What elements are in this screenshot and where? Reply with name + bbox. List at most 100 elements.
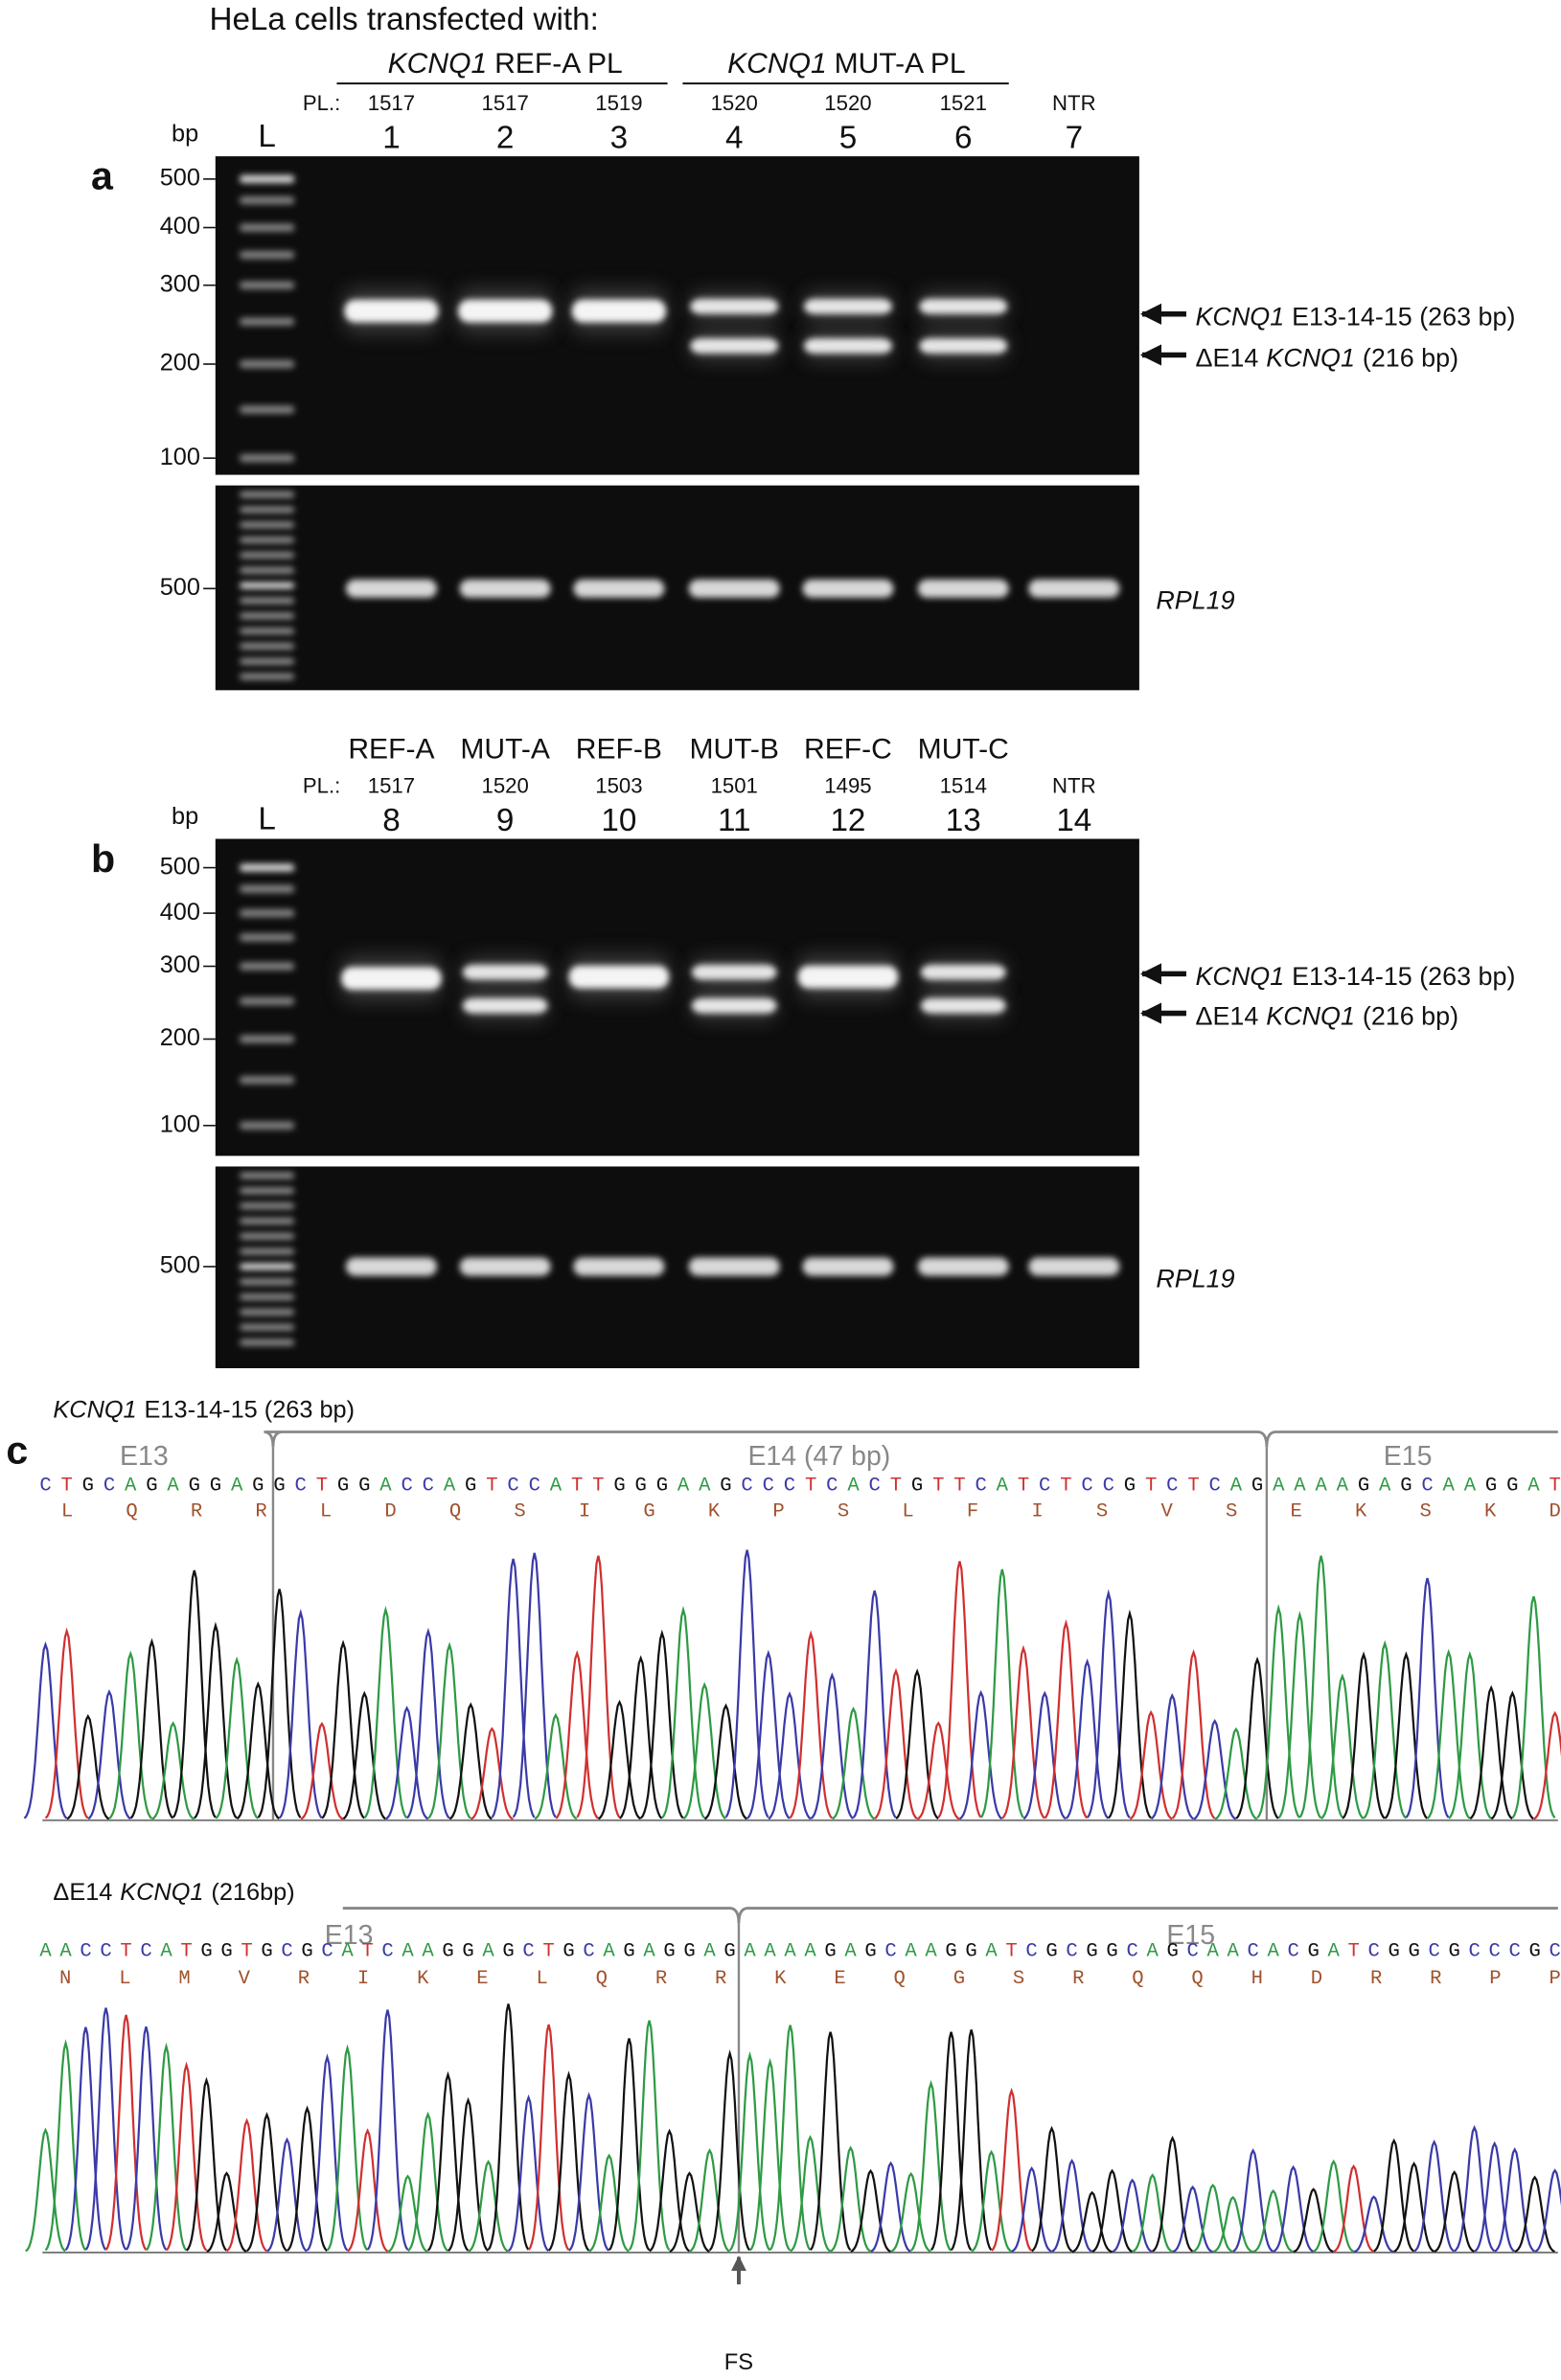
nucleotide: C bbox=[401, 1475, 412, 1497]
amino-acid: S bbox=[838, 1500, 849, 1522]
band bbox=[571, 299, 666, 323]
bp-tick-label: 400 bbox=[160, 213, 200, 240]
trace-peak bbox=[1384, 1651, 1429, 1819]
pl-label: PL.: bbox=[303, 91, 340, 115]
band-label-suffix: E13-14-15 (263 bp) bbox=[1292, 303, 1515, 332]
nucleotide: G bbox=[1124, 1475, 1136, 1497]
trace-peak bbox=[1212, 2195, 1253, 2254]
band bbox=[344, 299, 439, 323]
nucleotide: A bbox=[1267, 1940, 1279, 1962]
trace-peak bbox=[125, 2025, 168, 2251]
nucleotide: G bbox=[1307, 1940, 1319, 1962]
nucleotide: C bbox=[1103, 1475, 1114, 1497]
ladder-band bbox=[240, 281, 295, 289]
amino-acid: E bbox=[834, 1968, 845, 1990]
nucleotide: T bbox=[953, 1475, 965, 1497]
band-label-gene: KCNQ1 bbox=[1195, 303, 1284, 332]
ladder-band bbox=[240, 1202, 295, 1209]
trace-peak bbox=[809, 2031, 852, 2252]
nucleotide: G bbox=[189, 1475, 200, 1497]
trace-peak bbox=[1108, 1609, 1152, 1819]
nucleotide: G bbox=[1045, 1940, 1057, 1962]
nucleotide: C bbox=[529, 1475, 540, 1497]
nucleotide: G bbox=[502, 1940, 514, 1962]
trace-peak bbox=[487, 2003, 530, 2251]
nucleotide: C bbox=[1247, 1940, 1258, 1962]
trace-peak bbox=[789, 1630, 834, 1819]
ladder-band bbox=[240, 1076, 295, 1085]
nucleotide: A bbox=[744, 1940, 756, 1962]
nucleotide: A bbox=[1327, 1940, 1340, 1962]
nucleotide: C bbox=[1186, 1940, 1198, 1962]
amino-acid: R bbox=[298, 1968, 310, 1990]
trace-peak bbox=[979, 1568, 1024, 1819]
trace-peak bbox=[1490, 1690, 1534, 1820]
amino-acid: Q bbox=[449, 1500, 461, 1522]
nucleotide: C bbox=[826, 1475, 838, 1497]
nucleotide: G bbox=[442, 1940, 453, 1962]
lower-band bbox=[802, 1257, 894, 1276]
amino-acid: K bbox=[417, 1968, 429, 1990]
trace-peak bbox=[447, 2096, 490, 2252]
trace-peak bbox=[1511, 1595, 1556, 1819]
trace-peak bbox=[1232, 2148, 1274, 2253]
trace-peak bbox=[1474, 2140, 1516, 2253]
ladder-band bbox=[240, 405, 295, 414]
trace-peak bbox=[406, 2111, 449, 2253]
nucleotide: G bbox=[252, 1475, 264, 1497]
trace-peak bbox=[172, 1569, 217, 1819]
amino-acid: P bbox=[1489, 1968, 1501, 1990]
nucleotide: G bbox=[1528, 1940, 1540, 1962]
band-label-gene: KCNQ1 bbox=[1266, 343, 1355, 372]
trace-peak bbox=[555, 1650, 599, 1819]
trace-peak bbox=[1193, 1719, 1237, 1820]
trace-peak bbox=[1273, 2164, 1315, 2253]
trace-peak bbox=[1112, 2178, 1153, 2254]
nucleotide: T bbox=[592, 1475, 604, 1497]
exon-label: E13 bbox=[120, 1441, 169, 1472]
nucleotide: C bbox=[1549, 1940, 1560, 1962]
trace-title-prefix: ΔE14 bbox=[53, 1878, 112, 1905]
nucleotide: A bbox=[1273, 1475, 1285, 1497]
trace-title-gene: KCNQ1 bbox=[53, 1396, 136, 1423]
ladder-band bbox=[240, 174, 295, 183]
trace-peak bbox=[507, 2094, 550, 2252]
lane-number: 14 bbox=[1056, 803, 1091, 838]
ladder-band bbox=[240, 1339, 295, 1346]
trace-peak bbox=[1298, 1555, 1343, 1819]
sample-name: REF-A bbox=[348, 734, 434, 766]
nucleotide: A bbox=[444, 1475, 456, 1497]
nucleotide: A bbox=[402, 1940, 414, 1962]
lower-band bbox=[459, 579, 551, 598]
nucleotide: A bbox=[985, 1940, 998, 1962]
amino-acid: Q bbox=[1132, 1968, 1143, 1990]
trace-peak bbox=[1353, 2195, 1394, 2254]
nucleotide: G bbox=[1086, 1940, 1097, 1962]
amino-acid: D bbox=[1311, 1968, 1322, 1990]
nucleotide: T bbox=[890, 1475, 902, 1497]
nucleotide: G bbox=[911, 1475, 923, 1497]
trace-peak bbox=[306, 2053, 349, 2252]
nucleotide: T bbox=[1018, 1475, 1029, 1497]
trace-peak bbox=[151, 1721, 195, 1820]
nucleotide: A bbox=[905, 1940, 917, 1962]
plasmid-id: 1519 bbox=[595, 91, 642, 115]
trace-peak bbox=[266, 2137, 308, 2253]
plasmid-id: NTR bbox=[1052, 774, 1096, 798]
trace-peak bbox=[1373, 2138, 1415, 2253]
nucleotide: G bbox=[635, 1475, 647, 1497]
nucleotide: G bbox=[720, 1475, 731, 1497]
nucleotide: A bbox=[804, 1940, 816, 1962]
nucleotide: A bbox=[231, 1475, 243, 1497]
nucleotide: A bbox=[643, 1940, 655, 1962]
amino-acid: E bbox=[476, 1968, 488, 1990]
bp-tick-label: 200 bbox=[160, 1024, 200, 1051]
nucleotide: G bbox=[301, 1940, 312, 1962]
trace-peak bbox=[850, 2168, 891, 2253]
nucleotide: A bbox=[677, 1475, 690, 1497]
exon-label: E14 (47 bp) bbox=[747, 1441, 890, 1472]
nucleotide: C bbox=[1066, 1940, 1077, 1962]
trace-peak bbox=[468, 2160, 509, 2253]
amino-acid: L bbox=[119, 1968, 130, 1990]
trace-peak bbox=[831, 1706, 876, 1820]
